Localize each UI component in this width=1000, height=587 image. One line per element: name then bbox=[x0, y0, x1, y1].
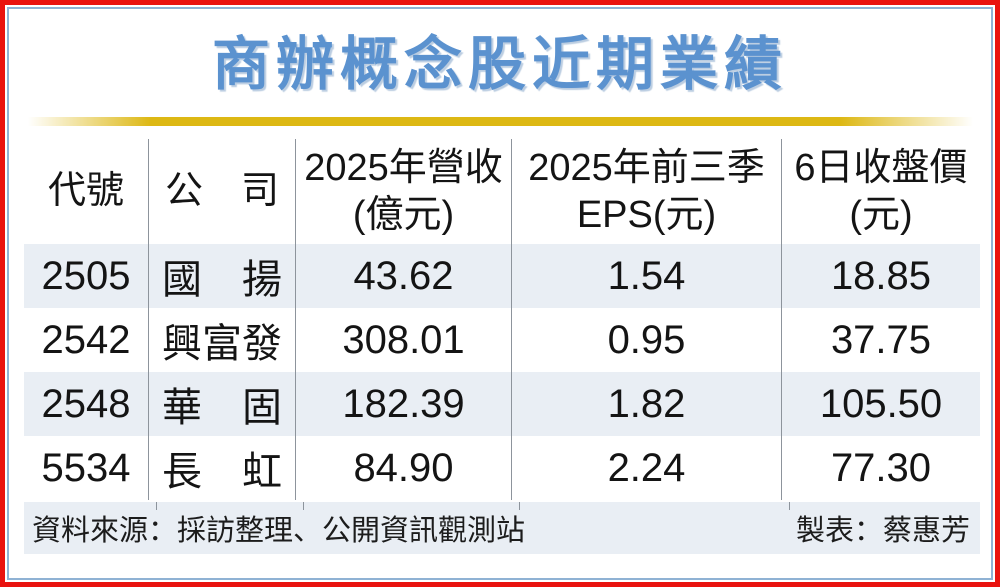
column-header-close-price: 6日收盤價 (元) bbox=[782, 139, 980, 244]
column-header-eps: 2025年前三季 EPS(元) bbox=[512, 139, 782, 244]
cell-company-name: 長 虹 bbox=[149, 436, 296, 500]
revenue-value: 182.39 bbox=[342, 381, 465, 426]
column-header-company: 公 司 bbox=[149, 139, 296, 244]
cell-revenue: 84.90 bbox=[296, 436, 512, 500]
company-name: 興富發 bbox=[162, 322, 282, 366]
cell-eps: 0.95 bbox=[512, 308, 782, 372]
cell-company-name: 國 揚 bbox=[149, 244, 296, 308]
cell-close-price: 105.50 bbox=[782, 372, 980, 436]
revenue-value: 308.01 bbox=[342, 317, 465, 362]
close-price-value: 105.50 bbox=[819, 381, 943, 426]
eps-value: 1.54 bbox=[607, 253, 686, 298]
cell-company-name: 華 固 bbox=[149, 372, 296, 436]
column-divider-tick bbox=[789, 502, 790, 510]
column-divider-tick bbox=[156, 502, 157, 510]
cell-close-price: 77.30 bbox=[782, 436, 980, 500]
company-name: 長 虹 bbox=[162, 450, 282, 494]
cell-revenue: 308.01 bbox=[296, 308, 512, 372]
revenue-value: 43.62 bbox=[353, 253, 454, 298]
cell-revenue: 43.62 bbox=[296, 244, 512, 308]
revenue-value: 84.90 bbox=[353, 445, 454, 490]
eps-value: 0.95 bbox=[607, 317, 686, 362]
table-footer-strip: 資料來源：採訪整理、公開資訊觀測站 製表：蔡惠芳 bbox=[24, 502, 980, 554]
cell-stock-code: 2505 bbox=[24, 244, 149, 308]
column-header-label: 6日收盤價 bbox=[794, 146, 968, 189]
close-price-value: 77.30 bbox=[830, 445, 932, 490]
cell-eps: 2.24 bbox=[512, 436, 782, 500]
column-header-unit: (億元) bbox=[352, 193, 455, 236]
cell-eps: 1.82 bbox=[512, 372, 782, 436]
column-divider-tick bbox=[519, 502, 520, 510]
cell-company-name: 興富發 bbox=[149, 308, 296, 372]
column-divider-tick bbox=[303, 502, 304, 510]
stock-code: 2542 bbox=[41, 317, 131, 362]
column-header-revenue: 2025年營收 (億元) bbox=[296, 139, 512, 244]
company-name: 華 固 bbox=[162, 386, 282, 430]
column-header-label: 公 司 bbox=[164, 170, 279, 212]
cell-close-price: 37.75 bbox=[782, 308, 980, 372]
cell-eps: 1.54 bbox=[512, 244, 782, 308]
column-header-label: 2025年營收 bbox=[304, 146, 503, 189]
company-name: 國 揚 bbox=[162, 258, 282, 302]
stock-results-table: 代號 公 司 2025年營收 (億元) 2025年前三季 EPS(元) 6日收盤… bbox=[24, 139, 980, 500]
stock-code: 5534 bbox=[41, 445, 131, 490]
content-panel: 商辦概念股近期業績 代號 公 司 2025年營收 (億元) 2025年前三季 E… bbox=[7, 7, 993, 580]
close-price-value: 37.75 bbox=[830, 317, 932, 362]
cell-stock-code: 2548 bbox=[24, 372, 149, 436]
cell-revenue: 182.39 bbox=[296, 372, 512, 436]
page-title: 商辦概念股近期業績 bbox=[211, 32, 788, 97]
stock-code: 2548 bbox=[41, 381, 131, 426]
eps-value: 1.82 bbox=[607, 381, 686, 426]
column-header-unit: (元) bbox=[849, 193, 913, 236]
credit-note: 製表：蔡惠芳 bbox=[795, 515, 970, 547]
stock-code: 2505 bbox=[41, 253, 131, 298]
eps-value: 2.24 bbox=[607, 445, 686, 490]
column-header-label: 代號 bbox=[47, 170, 124, 212]
close-price-value: 18.85 bbox=[830, 253, 932, 298]
column-header-unit: EPS(元) bbox=[576, 193, 717, 236]
source-note: 資料來源：採訪整理、公開資訊觀測站 bbox=[32, 515, 526, 547]
column-header-label: 2025年前三季 bbox=[528, 146, 765, 189]
column-header-code: 代號 bbox=[24, 139, 149, 244]
cell-stock-code: 2542 bbox=[24, 308, 149, 372]
cell-close-price: 18.85 bbox=[782, 244, 980, 308]
cell-stock-code: 5534 bbox=[24, 436, 149, 500]
title-divider-rule bbox=[27, 117, 973, 126]
